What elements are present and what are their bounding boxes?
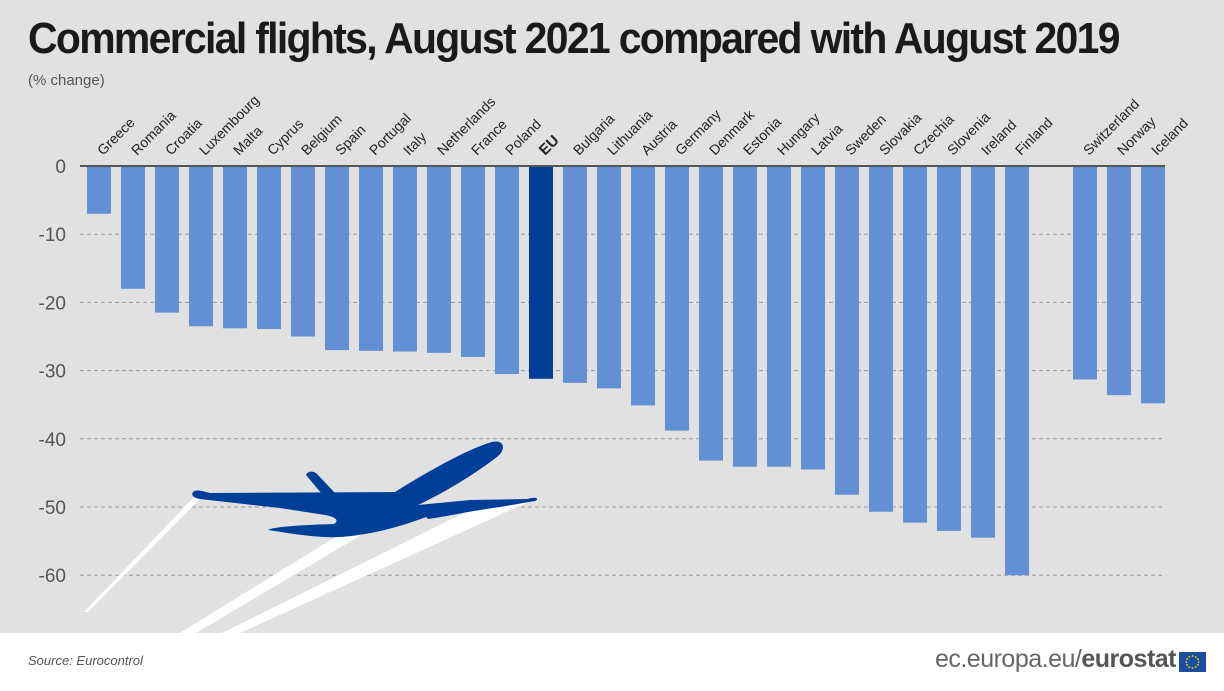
bar [155,166,179,313]
airplane-icon [192,441,538,538]
category-labels: GreeceRomaniaCroatiaLuxembourgMaltaCypru… [94,92,1191,159]
chart-panel: Commercial flights, August 2021 compared… [0,0,1224,633]
bar [563,166,587,383]
bar [1005,166,1029,576]
bar [121,166,145,289]
bar [325,166,349,351]
bar [937,166,961,531]
bar [971,166,995,538]
contrail [222,499,535,633]
y-tick-label: -60 [39,566,66,587]
bar [699,166,723,461]
bar [291,166,315,337]
bar [869,166,893,512]
chart-subtitle: (% change) [28,72,105,89]
bar [495,166,519,375]
bar [733,166,757,467]
bar [1073,166,1097,380]
category-label: Italy [400,129,429,158]
eurostat-link[interactable]: ec.europa.eu/eurostat [934,645,1177,674]
bar [801,166,825,470]
contrail [84,494,205,612]
bar [665,166,689,431]
bar [1107,166,1131,396]
y-tick-label: -10 [39,225,66,246]
category-label: EU [536,132,563,159]
bar [1141,166,1165,404]
airplane-graphic [84,441,538,633]
bar [393,166,417,352]
bar [359,166,383,351]
y-tick-label: -40 [39,430,66,451]
y-tick-label: -30 [39,362,66,383]
y-tick-label: -20 [39,293,66,314]
bar [903,166,927,523]
bars [87,166,1165,576]
bar [767,166,791,467]
y-tick-label: 0 [55,157,66,178]
bar [87,166,111,214]
bar [631,166,655,406]
site-prefix: ec.europa.eu/ [934,645,1082,673]
contrail [180,521,385,633]
bar-eu [529,166,553,379]
axes: 0 -10 -20 -30 -40 -50 -60 [39,157,1165,587]
bar [461,166,485,357]
category-label: Finland [1012,114,1056,158]
site-brand: eurostat [1081,645,1176,673]
bar [427,166,451,353]
y-tick-label: -50 [39,498,66,519]
category-label: Poland [502,116,544,158]
bar [597,166,621,389]
bar [835,166,859,495]
eu-flag-icon [1179,652,1206,672]
bar [223,166,247,329]
category-label: Cyprus [264,115,307,158]
bar-chart: 0 -10 -20 -30 -40 -50 -60 GreeceRomaniaCroatia… [39,92,1191,633]
chart-title: Commercial flights, August 2021 compared… [28,14,1120,63]
bar [257,166,281,329]
source-note: Source: Eurocontrol [28,653,143,668]
bar [189,166,213,327]
